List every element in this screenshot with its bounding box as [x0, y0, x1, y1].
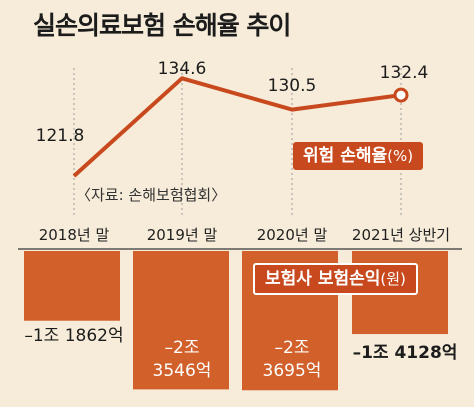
category-label: 2019년 말	[147, 226, 218, 244]
category-label: 2021년 상반기	[352, 226, 450, 244]
chart-labels: 2018년 말 2019년 말 2020년 말 2021년 상반기 –1조 1862억 –…	[24, 59, 457, 381]
source-note: 〈자료: 손해보험협회〉	[76, 186, 227, 204]
bar-value-label: –2조	[165, 338, 200, 358]
chart-title: 실손의료보험 손해율 추이	[33, 11, 291, 40]
bar-value-label: 3695억	[263, 361, 322, 381]
bar-value-label: 3546억	[153, 361, 212, 381]
legend-loss-ratio-label: 위험 손해율	[303, 146, 388, 166]
legend-insurer-loss: 보험사 보험손익(원)	[253, 263, 418, 295]
bar-value-label: –2조	[275, 338, 310, 358]
legend-insurer-loss-label: 보험사 보험손익	[265, 269, 381, 289]
bar-value-label: –1조 4128억	[353, 343, 458, 363]
category-label: 2018년 말	[39, 226, 110, 244]
loss-ratio-series-line	[72, 76, 402, 178]
category-label: 2020년 말	[257, 226, 328, 244]
bar-value-label: –1조 1862억	[24, 326, 123, 346]
loss-ratio-point-highlight	[393, 87, 409, 103]
legend-loss-ratio-unit: (%)	[387, 147, 414, 165]
loss-ratio-value-label: 134.6	[158, 59, 207, 79]
loss-bar	[133, 251, 229, 390]
loss-ratio-value-label: 130.5	[268, 76, 317, 96]
loss-ratio-line	[72, 76, 409, 178]
legend-loss-ratio: 위험 손해율(%)	[293, 142, 424, 170]
loss-bar	[24, 251, 120, 321]
loss-ratio-value-label: 121.8	[36, 126, 85, 146]
legend-insurer-loss-unit: (원)	[380, 270, 406, 288]
loss-ratio-value-label: 132.4	[380, 63, 429, 83]
